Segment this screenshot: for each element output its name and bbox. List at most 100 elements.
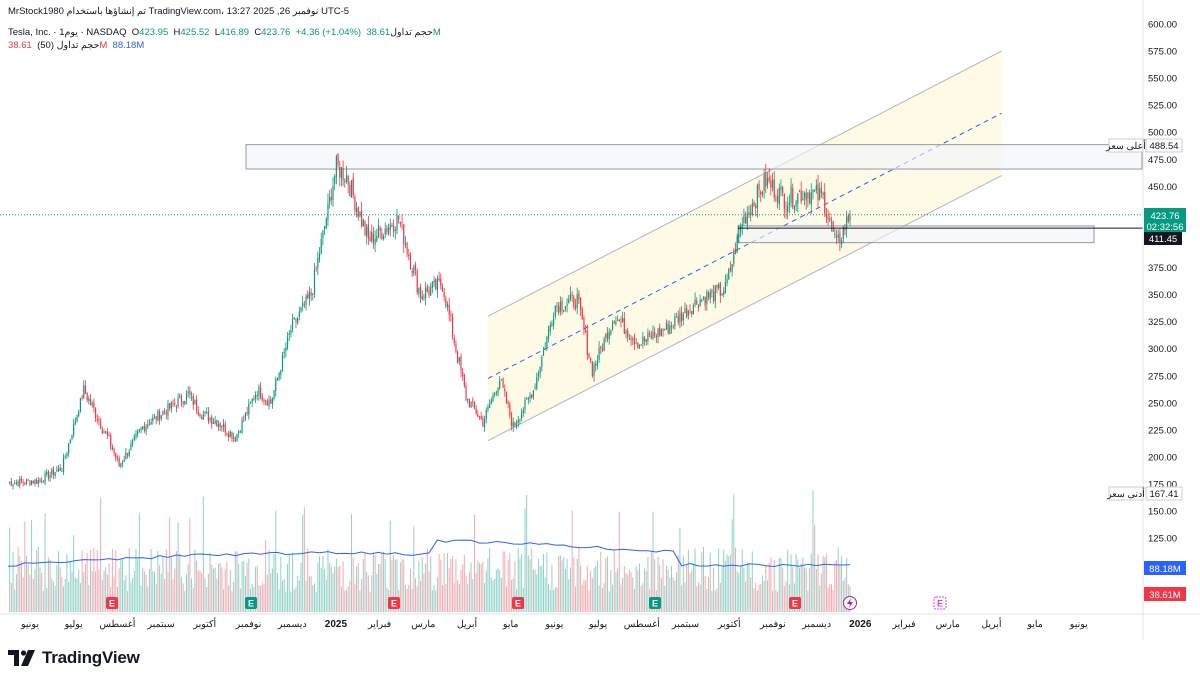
candle-body: [332, 186, 334, 200]
candle-body: [133, 436, 135, 440]
earnings-marker[interactable]: [245, 597, 257, 609]
candle-body: [819, 187, 821, 200]
candle-body: [696, 300, 698, 305]
candle-body: [234, 438, 236, 442]
candle-body: [549, 325, 551, 331]
volume-bar: [480, 563, 482, 612]
candle-body: [265, 400, 267, 402]
support-zone[interactable]: [737, 225, 1095, 244]
volume-bar: [209, 552, 211, 612]
earnings-marker[interactable]: [512, 597, 524, 609]
volume-bar: [177, 522, 179, 612]
volume-bar: [773, 560, 775, 612]
candle-body: [169, 403, 171, 409]
resistance-zone[interactable]: [245, 144, 1143, 170]
candle-body: [783, 193, 785, 209]
candle-body: [292, 319, 294, 330]
candle-body: [379, 227, 381, 231]
volume-bar: [298, 580, 300, 612]
candle-body: [393, 225, 395, 232]
candle-body: [431, 282, 433, 289]
volume-bar: [575, 586, 577, 612]
channel-lower-line[interactable]: [487, 175, 1002, 442]
tradingview-logo-icon: [8, 650, 35, 666]
ohlc-legend[interactable]: Tesla, Inc. · 1يوم · NASDAQ O423.95 H425…: [8, 27, 441, 38]
candle-body: [630, 338, 632, 340]
candle-body: [499, 380, 501, 389]
volume-bar: [281, 580, 283, 612]
volume-bar: [505, 586, 507, 612]
candle-body: [718, 284, 720, 288]
countdown-tag: 02:32:56: [1147, 222, 1184, 233]
earnings-marker[interactable]: [649, 597, 661, 609]
earnings-marker[interactable]: [106, 597, 118, 609]
volume-bar: [500, 577, 502, 612]
candle-body: [367, 224, 369, 239]
candle-body: [435, 279, 437, 290]
time-tick-label: مايو: [502, 619, 519, 630]
candle-body: [298, 311, 300, 317]
time-axis[interactable]: يونيو يوليو أغسطس سبتمبر أكتوبر نوفمبر ديسمبر 2…: [0, 613, 1200, 630]
candle-body: [76, 415, 78, 422]
volume-bar: [495, 570, 497, 612]
candle-body: [418, 288, 420, 294]
volume-bar: [554, 587, 556, 612]
candle-body: [457, 351, 459, 363]
volume-bar: [133, 571, 135, 612]
volume-bar: [694, 548, 696, 612]
parallel-channel[interactable]: [487, 50, 1002, 442]
candle-body: [396, 215, 398, 231]
candle-body: [266, 401, 268, 406]
candle-body: [175, 405, 177, 408]
volume-bar: [310, 576, 312, 612]
candle-body: [814, 190, 816, 192]
candle-body: [802, 198, 804, 200]
volume-bar: [393, 555, 395, 612]
price-axis[interactable]: 175.00 200.00 225.00 250.00 275.00 300.00 325.…: [1142, 0, 1177, 640]
volume-bar: [221, 567, 223, 612]
earnings-marker[interactable]: [789, 597, 801, 609]
symbol-label[interactable]: Tesla, Inc. · 1يوم · NASDAQ: [8, 27, 127, 38]
volume-bar: [684, 582, 686, 612]
candle-body: [726, 279, 728, 284]
price-chart[interactable]: E E E E E E E 175.00 200.00 225.00 250.00 275.00 30…: [0, 0, 1200, 640]
earnings-marker[interactable]: [388, 597, 400, 609]
volume-bar: [128, 548, 130, 612]
volume-bar: [809, 567, 811, 612]
volume-bar: [590, 570, 592, 612]
volume-bar: [238, 563, 240, 612]
candle-body: [59, 467, 61, 471]
volume-bar: [285, 591, 287, 612]
volume-bar: [9, 527, 11, 612]
candle-body: [655, 335, 657, 338]
candle-body: [416, 270, 418, 293]
volume-bar: [618, 511, 620, 612]
volume-bar: [17, 547, 19, 612]
volume-bar: [27, 564, 29, 612]
candle-body: [142, 426, 144, 429]
volume-bar: [159, 565, 161, 612]
volume-bar: [332, 572, 334, 612]
volume-bar: [841, 556, 843, 612]
candle-body: [475, 408, 477, 415]
volume-bar: [204, 578, 206, 612]
candle-body: [771, 179, 774, 188]
volume-bar: [677, 555, 679, 612]
volume-bar: [39, 567, 41, 612]
horizontal-zones[interactable]: [245, 144, 1143, 244]
candle-body: [155, 416, 157, 420]
volume-bar: [797, 559, 799, 612]
tradingview-logo[interactable]: TradingView: [8, 648, 140, 668]
candle-body: [158, 411, 161, 421]
volume-bar: [169, 517, 171, 612]
volume-bar: [86, 553, 88, 612]
future-earnings-marker[interactable]: [933, 596, 947, 610]
channel-upper-line[interactable]: [487, 50, 1002, 317]
price-tick-label: 125.00: [1148, 534, 1177, 545]
volume-legend[interactable]: حجم تداول (50) 38.61M 88.18M: [8, 40, 144, 51]
candle-body: [790, 186, 792, 203]
time-tick-label: نوفمبر: [235, 619, 262, 630]
candle-body: [79, 397, 82, 412]
candle-body: [729, 267, 732, 271]
